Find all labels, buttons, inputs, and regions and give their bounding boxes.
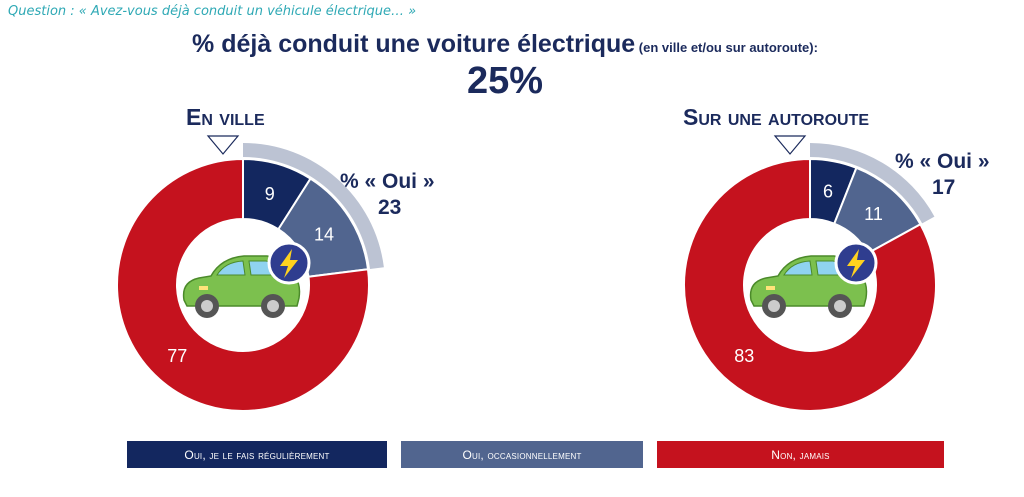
lightning-icon xyxy=(834,241,878,285)
lightning-icon xyxy=(267,241,311,285)
oui-label-ville: % « Oui » xyxy=(340,170,435,193)
headline: % déjà conduit une voiture électrique (e… xyxy=(0,30,1010,59)
oui-total-autoroute: 17 xyxy=(932,176,956,199)
chart-title-autoroute: Sur une autoroute xyxy=(683,104,870,130)
headline-main: % déjà conduit une voiture électrique xyxy=(192,30,636,58)
oui-arc-autoroute xyxy=(810,143,935,224)
legend-item-regulier: Oui, je le fais régulièrement xyxy=(127,441,387,468)
slice-label-autoroute-regulier: 6 xyxy=(823,182,833,202)
legend-item-occasionnel: Oui, occasionnellement xyxy=(401,441,643,468)
oui-total-ville: 23 xyxy=(378,196,402,219)
slice-label-ville-jamais: 77 xyxy=(167,346,187,366)
headline-value: 25% xyxy=(466,60,544,102)
legend-item-jamais: Non, jamais xyxy=(657,441,944,468)
slice-label-ville-occasionnel: 14 xyxy=(314,225,334,245)
pointer-icon xyxy=(773,135,807,155)
headline-sub: (en ville et/ou sur autoroute): xyxy=(635,40,818,55)
oui-label-autoroute: % « Oui » xyxy=(895,150,990,173)
pointer-icon xyxy=(206,135,240,155)
slice-label-autoroute-occasionnel: 11 xyxy=(864,204,883,224)
slice-ville-jamais xyxy=(116,157,370,412)
question-text: Question : « Avez-vous déjà conduit un v… xyxy=(8,4,417,19)
slice-label-autoroute-jamais: 83 xyxy=(734,346,754,366)
slice-label-ville-regulier: 9 xyxy=(265,184,275,204)
oui-arc-ville xyxy=(243,143,384,269)
chart-title-ville: En ville xyxy=(186,104,265,130)
slice-autoroute-jamais xyxy=(683,157,937,412)
